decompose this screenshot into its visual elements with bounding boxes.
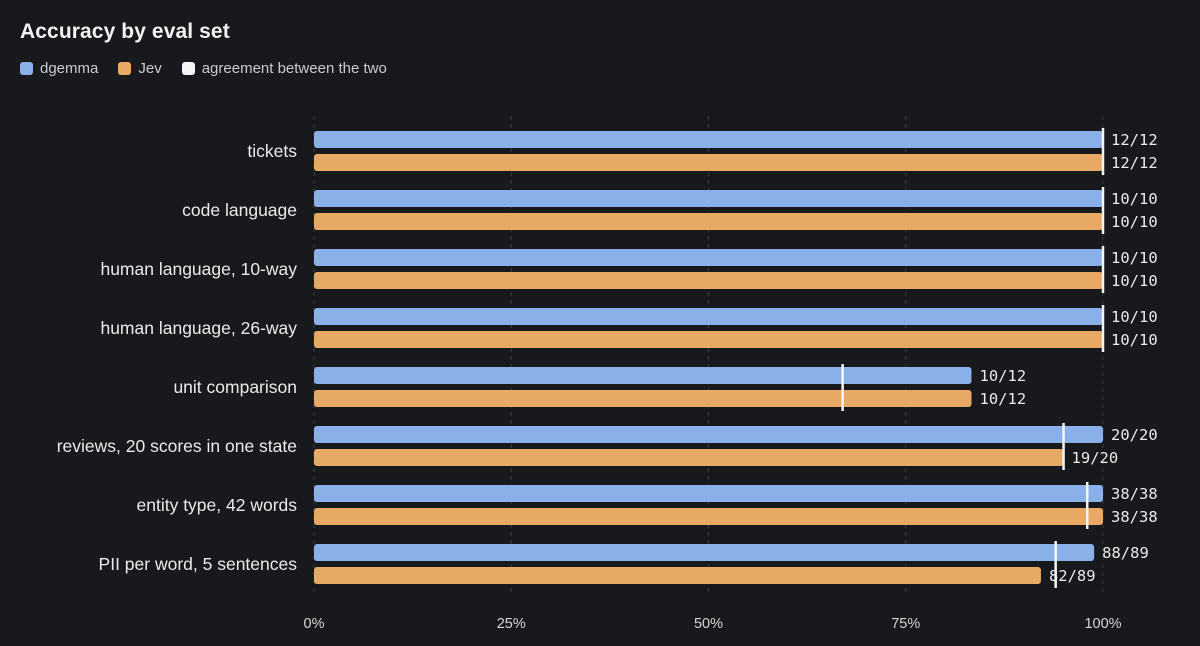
x-tick-label-4: 100% [1084, 616, 1121, 632]
bar-jev-human-language-26-way [314, 331, 1103, 348]
bar-jev-pii-per-word-5-sentences [314, 567, 1041, 584]
bar-jev-reviews-20-scores-in-one-state [314, 449, 1064, 466]
category-label-entity-type-42-words: entity type, 42 words [137, 495, 298, 515]
x-tick-label-0: 0% [304, 616, 325, 632]
bar-dgemma-pii-per-word-5-sentences [314, 544, 1095, 561]
bar-dgemma-tickets [314, 131, 1103, 148]
chart-title: Accuracy by eval set [20, 20, 230, 43]
value-label-jev-human-language-26-way: 10/10 [1111, 331, 1158, 349]
bar-dgemma-code-language [314, 190, 1103, 207]
value-label-dgemma-entity-type-42-words: 38/38 [1111, 485, 1158, 503]
x-tick-label-3: 75% [891, 616, 920, 632]
value-label-jev-human-language-10-way: 10/10 [1111, 272, 1158, 290]
bar-dgemma-reviews-20-scores-in-one-state [314, 426, 1103, 443]
value-label-jev-tickets: 12/12 [1111, 154, 1158, 172]
category-label-human-language-26-way: human language, 26-way [100, 318, 297, 338]
category-label-tickets: tickets [247, 141, 297, 161]
legend-swatch-dgemma [20, 62, 33, 75]
legend-label-agreement: agreement between the two [201, 60, 387, 77]
bar-jev-code-language [314, 213, 1103, 230]
category-label-human-language-10-way: human language, 10-way [100, 259, 297, 279]
bar-jev-unit-comparison [314, 390, 972, 407]
x-tick-label-1: 25% [497, 616, 526, 632]
category-label-unit-comparison: unit comparison [173, 377, 297, 397]
bar-dgemma-human-language-26-way [314, 308, 1103, 325]
bar-dgemma-entity-type-42-words [314, 485, 1103, 502]
x-tick-label-2: 50% [694, 616, 723, 632]
legend-item-jev: Jev [118, 60, 162, 77]
value-label-jev-entity-type-42-words: 38/38 [1111, 508, 1158, 526]
bar-jev-entity-type-42-words [314, 508, 1103, 525]
category-label-reviews-20-scores-in-one-state: reviews, 20 scores in one state [57, 436, 297, 456]
legend: dgemma Jev agreement between the two [20, 60, 407, 77]
legend-label-dgemma: dgemma [40, 60, 99, 77]
category-label-pii-per-word-5-sentences: PII per word, 5 sentences [99, 554, 298, 574]
value-label-dgemma-human-language-26-way: 10/10 [1111, 308, 1158, 326]
value-label-jev-unit-comparison: 10/12 [980, 390, 1027, 408]
category-label-code-language: code language [182, 200, 297, 220]
bar-dgemma-human-language-10-way [314, 249, 1103, 266]
bar-dgemma-unit-comparison [314, 367, 972, 384]
value-label-dgemma-human-language-10-way: 10/10 [1111, 249, 1158, 267]
value-label-jev-pii-per-word-5-sentences: 82/89 [1049, 567, 1096, 585]
value-label-dgemma-pii-per-word-5-sentences: 88/89 [1102, 544, 1149, 562]
legend-label-jev: Jev [138, 60, 162, 77]
value-label-dgemma-tickets: 12/12 [1111, 131, 1158, 149]
legend-item-agreement: agreement between the two [181, 60, 387, 77]
value-label-dgemma-unit-comparison: 10/12 [980, 367, 1027, 385]
bar-jev-human-language-10-way [314, 272, 1103, 289]
bar-jev-tickets [314, 154, 1103, 171]
value-label-dgemma-reviews-20-scores-in-one-state: 20/20 [1111, 426, 1158, 444]
value-label-dgemma-code-language: 10/10 [1111, 190, 1158, 208]
legend-swatch-agreement [181, 62, 195, 75]
legend-item-dgemma: dgemma [20, 60, 98, 77]
value-label-jev-reviews-20-scores-in-one-state: 19/20 [1072, 449, 1119, 467]
legend-swatch-jev [118, 62, 132, 75]
value-label-jev-code-language: 10/10 [1111, 213, 1158, 231]
